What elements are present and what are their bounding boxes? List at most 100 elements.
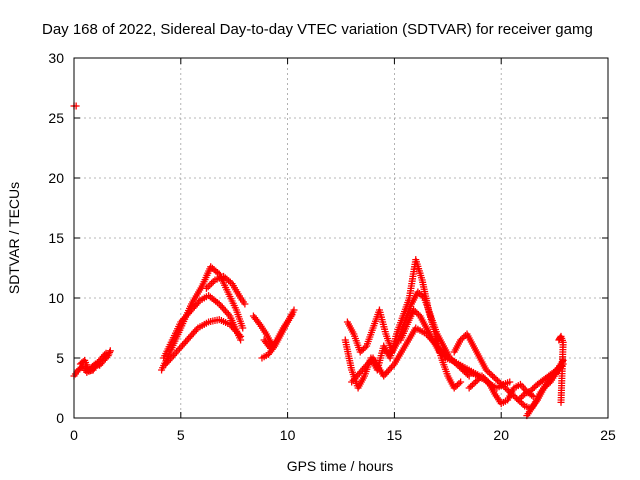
y-tick-label: 10 [48, 290, 64, 306]
data-point [356, 348, 364, 356]
data-point [195, 298, 203, 306]
data-point [498, 381, 506, 389]
data-point [456, 362, 464, 369]
series-outlier [70, 102, 80, 110]
data-point [514, 396, 522, 404]
data-point [414, 288, 422, 296]
data-point [269, 342, 277, 350]
series-arc-13 [465, 372, 537, 408]
data-point [506, 378, 514, 386]
data-point [484, 368, 492, 375]
x-tick-label: 10 [280, 427, 296, 443]
data-point [239, 324, 247, 332]
data-point [454, 360, 462, 368]
x-tick-label: 0 [70, 427, 78, 443]
data-point [241, 300, 249, 308]
plot-frame [73, 57, 609, 419]
data-point [452, 383, 460, 390]
data-point [473, 377, 481, 384]
data-point [487, 371, 495, 378]
data-point [457, 336, 465, 344]
x-tick-label: 20 [493, 427, 509, 443]
data-point [290, 306, 298, 314]
data-point [497, 380, 505, 387]
data-point [519, 401, 527, 408]
data-point [503, 386, 511, 393]
data-point [511, 393, 519, 401]
data-point [478, 372, 486, 380]
data-point [495, 378, 503, 386]
data-point [467, 383, 475, 390]
data-point [500, 383, 508, 390]
data-point [458, 363, 466, 371]
data-point [482, 366, 490, 374]
x-tick-label: 25 [600, 427, 616, 443]
data-point [457, 378, 465, 386]
data-point [493, 377, 501, 384]
data-point [419, 293, 427, 300]
data-point [527, 386, 535, 394]
data-point [517, 393, 525, 401]
data-point [472, 378, 480, 386]
data-point [437, 350, 445, 357]
data-point [206, 281, 214, 289]
y-tick-label: 25 [48, 110, 64, 126]
data-point [417, 291, 425, 299]
series-arc-9 [343, 288, 473, 380]
data-point [517, 399, 525, 407]
data-point [411, 308, 419, 315]
data-point [450, 384, 458, 392]
series-arc-6 [260, 306, 298, 352]
data-point [410, 306, 418, 314]
series-arc-7 [249, 312, 277, 350]
data-point [481, 375, 489, 383]
data-point [557, 398, 565, 406]
data-point [460, 333, 468, 341]
grid [74, 58, 608, 418]
data-point [490, 374, 498, 381]
data-point [468, 381, 476, 389]
data-point [435, 348, 443, 356]
data-point [530, 383, 538, 391]
series-arc-10 [348, 324, 484, 386]
series-early-2 [76, 349, 110, 375]
x-tick-label: 15 [387, 427, 403, 443]
data-point [453, 381, 461, 389]
y-axis-label: SDTVAR / TECUs [6, 182, 22, 294]
x-tick-label: 5 [177, 427, 185, 443]
data-point [465, 384, 473, 392]
y-axis: 0 5 10 15 20 25 30 [48, 50, 608, 426]
data-point [359, 345, 367, 353]
data-point [492, 375, 500, 383]
y-tick-label: 20 [48, 170, 64, 186]
series-late [555, 332, 567, 406]
data-point [208, 279, 216, 287]
data-point [519, 392, 527, 399]
data-point [458, 335, 466, 342]
data-point [459, 365, 467, 372]
data-point [455, 380, 463, 387]
series-arc-4 [202, 272, 249, 308]
data-point [438, 351, 446, 359]
series-arc-3 [162, 316, 245, 368]
data-point [440, 353, 448, 360]
data-point [480, 374, 488, 381]
data-point [106, 348, 114, 356]
data-point [470, 380, 478, 387]
data-point [529, 385, 537, 393]
data-point [102, 349, 110, 357]
data-point [413, 309, 421, 317]
y-tick-label: 30 [48, 50, 64, 66]
chart-title: Day 168 of 2022, Sidereal Day-to-day VTE… [42, 21, 593, 38]
data-point [101, 351, 109, 359]
y-tick-label: 5 [56, 350, 64, 366]
data-point [475, 375, 483, 383]
x-axis: 0 5 10 15 20 25 [70, 58, 616, 443]
data-point [361, 344, 369, 351]
y-tick-label: 0 [56, 410, 64, 426]
data-point [501, 384, 509, 392]
data-point [516, 395, 524, 402]
data-point [489, 372, 497, 380]
data-point [255, 319, 263, 327]
